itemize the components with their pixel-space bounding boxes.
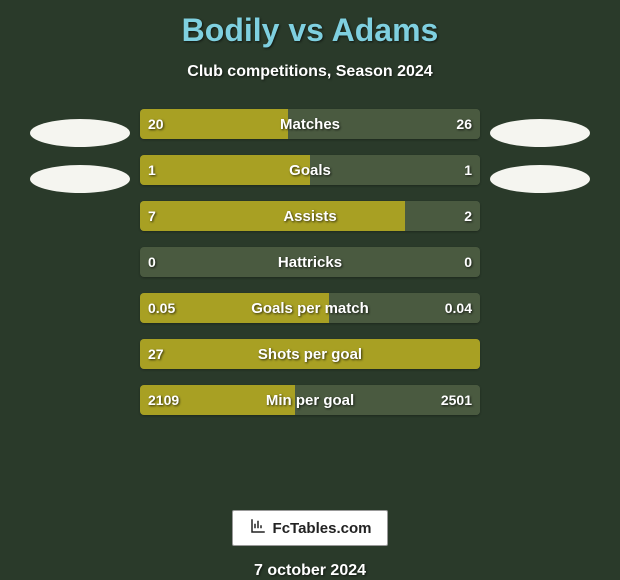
fctables-badge[interactable]: FcTables.com [232, 510, 389, 546]
stat-row: Matches2026 [140, 109, 480, 139]
stat-row: Min per goal21092501 [140, 385, 480, 415]
page-title: Bodily vs Adams [182, 12, 439, 49]
player-oval [490, 119, 590, 147]
chart-area: Matches2026 Goals11 Assists72 Hattricks0 0 Go… [0, 109, 620, 486]
comparison-bars: Matches2026 Goals11 Assists72 Hattricks0 0 Go… [140, 109, 480, 415]
badge-text: FcTables.com [273, 520, 372, 537]
stat-row: Hattricks0 0 [140, 247, 480, 277]
stat-value-right: 0 [456, 247, 480, 277]
bar-left-fill [140, 339, 480, 369]
bar-left-fill [140, 109, 288, 139]
stat-row: Goals11 [140, 155, 480, 185]
stat-row: Goals per match0.050.04 [140, 293, 480, 323]
bar-right-fill [310, 155, 480, 185]
bar-right-fill [405, 201, 480, 231]
comparison-infographic: Bodily vs Adams Club competitions, Seaso… [0, 0, 620, 580]
bar-right-fill [295, 385, 480, 415]
bar-left-fill [140, 293, 329, 323]
stat-value-left: 0 [140, 247, 164, 277]
stat-row: Assists72 [140, 201, 480, 231]
bar-right-fill [288, 109, 480, 139]
chart-icon [249, 517, 267, 539]
bar-left-fill [140, 155, 310, 185]
page-subtitle: Club competitions, Season 2024 [187, 63, 432, 81]
date-text: 7 october 2024 [254, 562, 366, 580]
bar-right-fill [329, 293, 480, 323]
stat-row: Shots per goal27 [140, 339, 480, 369]
player-oval [30, 165, 130, 193]
player-oval [30, 119, 130, 147]
right-oval-column [480, 109, 600, 211]
bar-left-fill [140, 201, 405, 231]
left-oval-column [20, 109, 140, 211]
player-oval [490, 165, 590, 193]
bar-left-fill [140, 385, 295, 415]
stat-label: Hattricks [140, 247, 480, 277]
